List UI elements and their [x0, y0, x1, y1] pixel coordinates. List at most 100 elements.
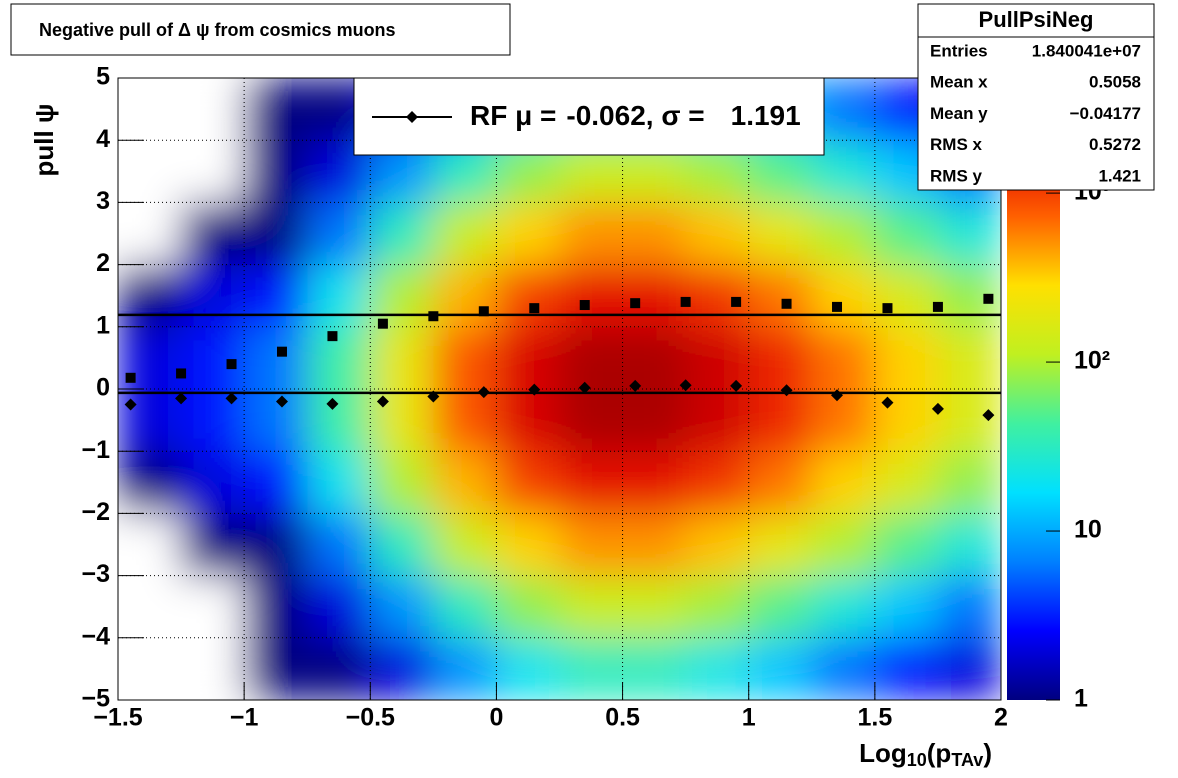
heatmap-cell	[244, 140, 308, 203]
legend-mu: -0.062	[566, 100, 645, 131]
heatmap-cell	[685, 326, 750, 390]
x-tick-label: 0.5	[605, 704, 640, 732]
heatmap-cell	[811, 575, 876, 639]
heatmap-cell	[433, 326, 497, 390]
stats-value: −0.04177	[1070, 104, 1141, 123]
heatmap-cell	[811, 637, 876, 700]
heatmap-cell	[307, 389, 371, 452]
heatmap-cell	[937, 451, 1001, 514]
heatmap-cell	[244, 513, 308, 577]
heatmap-cell	[685, 264, 750, 328]
heatmap	[118, 78, 1001, 700]
heatmap-cell	[874, 513, 939, 577]
plot-area	[118, 78, 1001, 700]
stats-value: 1.421	[1098, 166, 1141, 185]
x-axis-label: Log10(pTAv)	[859, 738, 992, 770]
heatmap-cell	[622, 389, 687, 452]
heatmap-cell	[496, 513, 560, 577]
stats-value: 1.840041e+07	[1032, 41, 1141, 60]
heatmap-cell	[622, 637, 687, 700]
heatmap-cell	[811, 513, 876, 577]
y-axis-label: pull ψ	[29, 103, 59, 176]
rms-marker	[176, 368, 187, 379]
mean-marker	[275, 395, 288, 408]
x-tick-label: 2	[994, 704, 1008, 732]
heatmap-cell	[748, 326, 813, 390]
heatmap-cell	[496, 575, 560, 639]
stats-label: Mean y	[930, 104, 988, 123]
mean-marker	[578, 381, 591, 394]
heatmap-cell	[433, 637, 497, 700]
mean-marker	[175, 392, 188, 405]
heatmap-cell	[748, 202, 813, 266]
rms-marker	[226, 359, 237, 370]
rms-marker	[983, 293, 994, 304]
heatmap-cell	[307, 202, 371, 266]
mean-marker	[679, 379, 692, 392]
heatmap-cell	[181, 202, 245, 266]
heatmap-cell	[937, 326, 1001, 390]
x-axis-label-part: (p	[927, 738, 952, 768]
heatmap-cell	[559, 389, 624, 452]
stats-value: 0.5272	[1089, 135, 1141, 154]
x-tick-label: 1.5	[857, 704, 892, 732]
heatmap-cell	[496, 264, 560, 328]
rms-marker	[125, 372, 136, 383]
y-tick-label: −1	[81, 436, 110, 464]
heatmap-cell	[937, 513, 1001, 577]
heatmap-cell	[622, 575, 687, 639]
heatmap-cell	[874, 264, 939, 328]
stats-value: 0.5058	[1089, 73, 1141, 92]
heatmap-cell	[874, 202, 939, 266]
heatmap-cell	[181, 264, 245, 328]
heatmap-cell	[622, 326, 687, 390]
heatmap-cell	[244, 389, 308, 452]
rms-marker	[932, 301, 943, 312]
heatmap-cell	[307, 637, 371, 700]
stats-title: PullPsiNeg	[979, 7, 1094, 32]
heatmap-cell	[937, 389, 1001, 452]
rms-marker	[579, 300, 590, 311]
stats-label: RMS y	[930, 166, 983, 185]
heatmap-cell	[559, 326, 624, 390]
rms-marker	[680, 296, 691, 307]
heatmap-cell	[748, 389, 813, 452]
heatmap-cell	[748, 264, 813, 328]
heatmap-cell	[748, 637, 813, 700]
legend-sigma-label: , σ =	[646, 100, 705, 131]
legend-sigma: 1.191	[731, 100, 801, 131]
heatmap-cell	[622, 264, 687, 328]
heatmap-cell	[811, 264, 876, 328]
y-tick-label: −4	[81, 622, 110, 650]
rms-marker	[630, 298, 641, 309]
heatmap-cell	[496, 389, 560, 452]
x-axis-label-part: TAv	[951, 750, 983, 770]
heatmap-cell	[118, 451, 182, 514]
heatmap-cell	[181, 326, 245, 390]
heatmap-cell	[937, 202, 1001, 266]
rms-marker	[832, 301, 843, 312]
heatmap-cell	[370, 451, 434, 514]
stats-label: Entries	[930, 41, 988, 60]
heatmap-cell	[181, 513, 245, 577]
rms-marker	[529, 303, 540, 314]
heatmap-cell	[433, 451, 497, 514]
rms-marker	[781, 298, 792, 309]
mean-marker	[931, 402, 944, 415]
heatmap-cell	[496, 637, 560, 700]
heatmap-cell	[370, 326, 434, 390]
heatmap-cell	[811, 389, 876, 452]
heatmap-cell	[118, 264, 182, 328]
heatmap-cell	[622, 202, 687, 266]
heatmap-cell	[370, 513, 434, 577]
y-tick-label: −2	[81, 498, 110, 526]
mean-marker	[326, 397, 339, 410]
heatmap-cell	[370, 575, 434, 639]
legend-text: RF μ = -0.062, σ = 1.191	[470, 100, 801, 131]
heatmap-cell	[559, 451, 624, 514]
heatmap-cell	[559, 575, 624, 639]
heatmap-cell	[811, 326, 876, 390]
chart-title: Negative pull of Δ ψ from cosmics muons	[39, 20, 396, 40]
heatmap-cell	[118, 389, 182, 452]
mean-marker	[376, 395, 389, 408]
